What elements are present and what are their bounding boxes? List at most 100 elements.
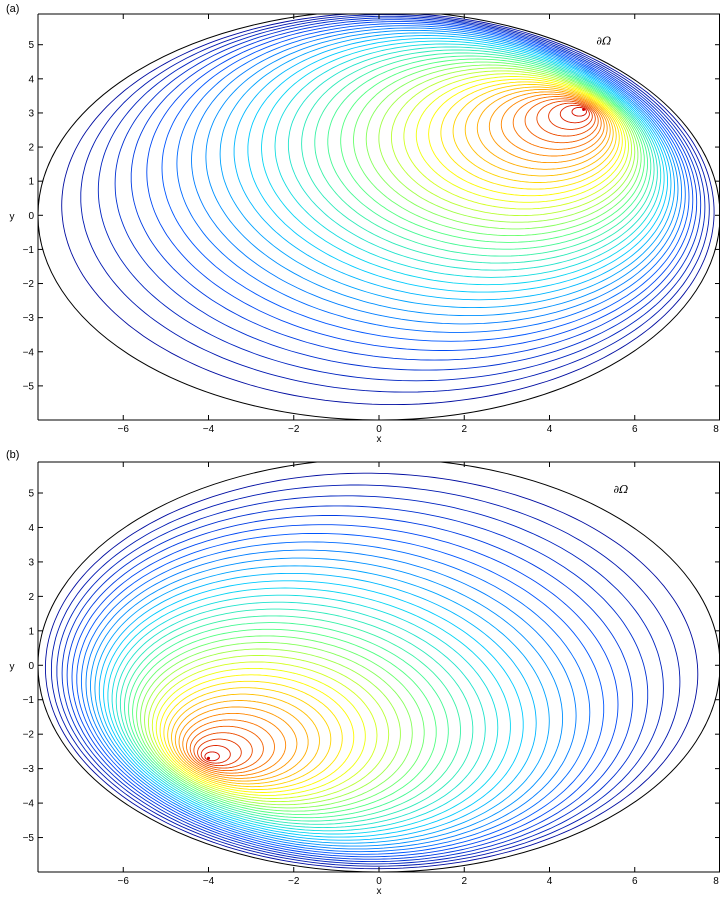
x-tick-label: 8: [713, 876, 719, 887]
contour-level: [500, 93, 605, 157]
contour-level: [390, 70, 633, 217]
x-tick-label: −2: [288, 876, 300, 887]
contour-level: [90, 557, 564, 847]
contour-level: [80, 14, 710, 393]
contour-level: [128, 622, 449, 819]
panel-label: (b): [6, 449, 19, 461]
contour-level: [205, 29, 679, 317]
contour-level: [219, 32, 675, 309]
y-tick-label: 5: [28, 489, 34, 500]
contour-level: [56, 495, 664, 865]
contour-level: [559, 104, 590, 124]
contour-level: [200, 745, 231, 764]
contour-level: [233, 35, 672, 301]
contour-lines: [38, 14, 720, 420]
contour-level: [548, 102, 593, 130]
panel-a: (a) ∂Ω −6 −4 −2 0 2 4 6 8 −5 −4 −3 −2 −1 0 1 2 3 4 5 x y: [6, 3, 720, 445]
contour-level: [571, 106, 587, 117]
x-axis-label: x: [377, 886, 382, 897]
boundary-annotation: ∂Ω: [596, 35, 611, 48]
x-tick-label: 8: [713, 424, 719, 435]
contour-level: [124, 615, 461, 822]
contour-level: [452, 84, 617, 183]
contour-level: [428, 78, 623, 197]
y-tick-label: 0: [28, 661, 34, 672]
contour-level: [147, 655, 390, 803]
y-tick-label: 1: [28, 626, 34, 637]
contour-level: [66, 515, 634, 860]
x-axis-label: x: [377, 434, 382, 445]
contour-level: [85, 549, 577, 850]
contour-level: [191, 27, 683, 325]
contour-level: [115, 601, 486, 829]
x-tick-label: −4: [203, 424, 215, 435]
contour-level: [314, 52, 652, 257]
peak-point: [582, 108, 586, 112]
x-tick-label: 4: [547, 424, 553, 435]
contour-level: [287, 46, 658, 271]
x-tick-label: 0: [376, 876, 382, 887]
contour-level: [114, 17, 702, 371]
y-tick-label: 3: [28, 557, 34, 568]
y-tick-label: 0: [28, 211, 34, 222]
x-tick-label: 4: [547, 876, 553, 887]
y-tick-label: −1: [23, 695, 35, 706]
contour-level: [97, 15, 706, 382]
y-tick-label: −2: [23, 730, 35, 741]
x-tick-label: −4: [203, 876, 215, 887]
x-tick-label: 2: [461, 424, 467, 435]
x-tick-label: 2: [461, 876, 467, 887]
contour-level: [159, 674, 355, 793]
contour-level: [140, 642, 413, 809]
contour-level: [61, 14, 715, 406]
y-tick-label: −4: [23, 347, 35, 358]
contour-level: [136, 635, 425, 812]
y-tick-label: −5: [23, 381, 35, 392]
contour-level: [103, 580, 524, 838]
contour-level: [167, 687, 332, 788]
panel-label: (a): [6, 3, 19, 15]
contour-level: [163, 680, 343, 790]
y-tick-label: 1: [28, 177, 34, 188]
contour-level: [50, 484, 681, 867]
y-tick-label: −5: [23, 833, 35, 844]
contour-level: [171, 693, 320, 785]
contour-level: [464, 86, 614, 177]
contour-level: [189, 725, 264, 772]
y-tick-label: 2: [28, 143, 34, 154]
contour-level: [132, 628, 437, 815]
x-tick-label: −6: [118, 876, 130, 887]
contour-level: [261, 40, 665, 286]
contour-level: [440, 81, 620, 190]
contour-lines: [38, 462, 720, 872]
y-axis-label: y: [10, 211, 15, 222]
contour-level: [365, 64, 639, 230]
contour-level: [274, 43, 662, 278]
contour-level: [119, 608, 474, 825]
contour-level: [197, 738, 242, 767]
y-tick-label: 5: [28, 40, 34, 51]
y-tick-label: −2: [23, 279, 35, 290]
y-tick-label: −4: [23, 799, 35, 810]
contour-level: [512, 96, 602, 150]
contour-level: [193, 732, 253, 769]
contour-level: [247, 37, 668, 293]
y-tick-label: −1: [23, 245, 35, 256]
contour-level: [98, 572, 537, 841]
contour-level: [146, 21, 694, 351]
contour-level: [488, 91, 608, 164]
panel-b: (b) ∂Ω −6 −4 −2 0 2 4 6 8 −5 −4 −3 −2 −1 0 1 2 3 4 5 x y: [6, 449, 720, 897]
contour-level: [186, 719, 275, 774]
y-tick-label: 4: [28, 74, 34, 85]
contour-level: [80, 541, 591, 853]
contour-level: [204, 751, 220, 762]
x-tick-label: 0: [376, 424, 382, 435]
contour-level: [378, 67, 636, 223]
domain-boundary: [38, 462, 720, 872]
contour-level: [151, 661, 378, 799]
contour-level: [353, 61, 642, 237]
contour-level: [107, 587, 511, 835]
contour-level: [340, 58, 645, 243]
contour-level: [415, 76, 626, 203]
